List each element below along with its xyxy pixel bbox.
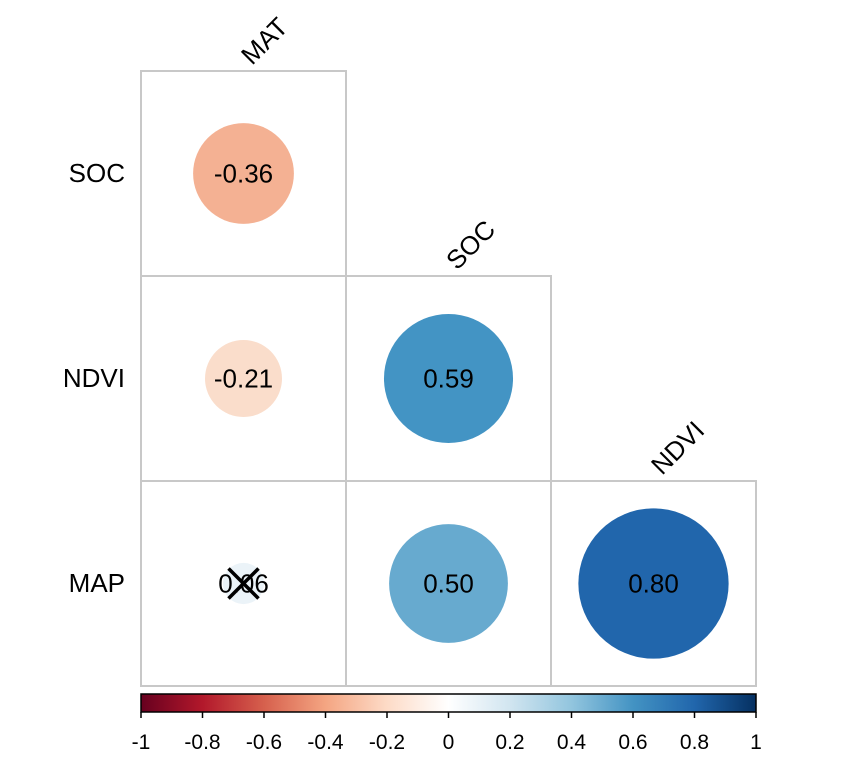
colorbar-tick-label: 0.2 xyxy=(495,731,524,754)
colorbar-tick-label: -0.6 xyxy=(246,731,282,754)
row-label-ndvi: NDVI xyxy=(63,363,125,393)
colorbar-tick-label: -0.4 xyxy=(307,731,344,754)
colorbar-tick-label: 0.8 xyxy=(680,731,709,754)
colorbar-tick-label: -0.2 xyxy=(369,731,405,754)
colorbar-tick-label: -1 xyxy=(132,731,151,754)
row-label-soc: SOC xyxy=(69,158,125,188)
correlation-value-label: -0.21 xyxy=(214,364,273,394)
correlation-circle xyxy=(383,313,514,444)
row-label-map: MAP xyxy=(69,568,125,598)
colorbar-gradient xyxy=(140,693,757,713)
correlation-circles: -0.36-0.210.590.060.500.80 xyxy=(193,123,729,659)
row-labels: SOC NDVI MAP xyxy=(63,158,125,598)
correlation-value-label: 0.59 xyxy=(423,364,474,394)
col-label-soc: SOC xyxy=(440,214,501,275)
correlation-circle xyxy=(389,524,508,643)
colorbar-ticks xyxy=(140,712,757,718)
colorbar-tick-label: -0.8 xyxy=(184,731,220,754)
colorbar-tick-label: 0.4 xyxy=(557,731,587,754)
correlation-circle xyxy=(193,123,294,224)
correlation-value-label: -0.36 xyxy=(214,159,273,189)
colorbar-tick-label: 0.6 xyxy=(618,731,647,754)
grid-cell xyxy=(550,480,757,687)
colorbar-tick-label: 1 xyxy=(750,731,762,754)
grid-cells xyxy=(140,70,757,687)
colorbar: -1 -0.8 -0.6 -0.4 -0.2 0 0.2 0.4 0.6 0.8… xyxy=(132,693,762,754)
col-label-ndvi: NDVI xyxy=(645,415,710,480)
correlation-value-label: 0.50 xyxy=(423,569,474,599)
correlation-circle xyxy=(205,340,282,417)
insignificant-cross-mark xyxy=(227,567,260,600)
colorbar-tick-labels: -1 -0.8 -0.6 -0.4 -0.2 0 0.2 0.4 0.6 0.8… xyxy=(132,731,762,754)
colorbar-tick-label: 0 xyxy=(443,731,455,754)
correlation-value-label: 0.80 xyxy=(628,569,679,599)
col-label-mat: MAT xyxy=(235,12,294,71)
correlation-circle xyxy=(578,508,729,659)
